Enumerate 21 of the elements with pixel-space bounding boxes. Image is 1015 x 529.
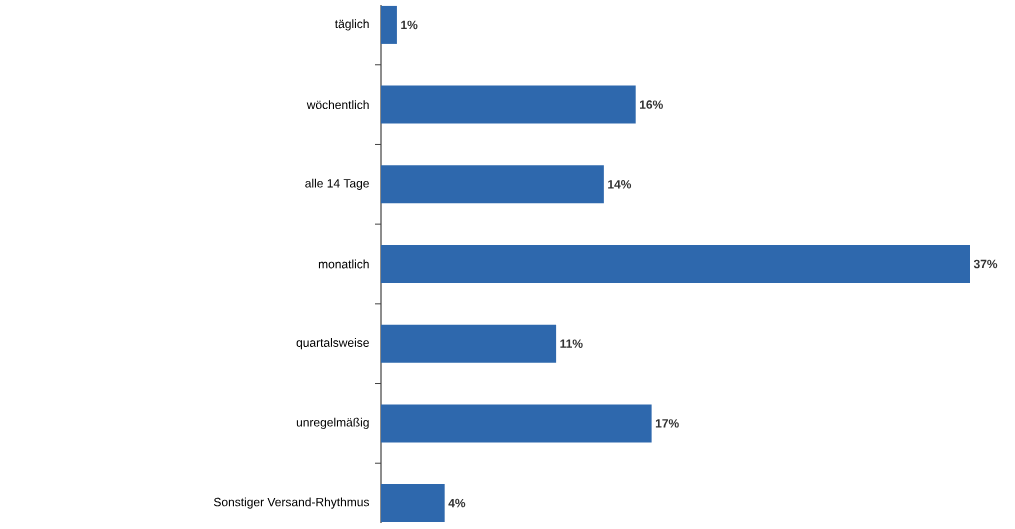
bar bbox=[381, 404, 652, 443]
y-tick-label: unregelmäßig bbox=[296, 417, 369, 429]
data-label: 17% bbox=[655, 419, 679, 428]
y-tick-label: täglich bbox=[334, 19, 369, 31]
y-tick-label: quartalsweise bbox=[296, 338, 369, 350]
bar bbox=[381, 165, 604, 204]
data-label: 14% bbox=[608, 180, 632, 189]
y-tick-label: wöchentlich bbox=[306, 100, 369, 110]
bar bbox=[381, 5, 397, 44]
y-tick-label: monatlich bbox=[318, 259, 369, 269]
data-label: 16% bbox=[639, 100, 663, 109]
data-label: 4% bbox=[448, 498, 466, 508]
y-tick-label: alle 14 Tage bbox=[305, 178, 369, 190]
bar bbox=[381, 85, 636, 124]
data-label: 11% bbox=[560, 339, 583, 348]
bar bbox=[381, 324, 557, 363]
data-label: 1% bbox=[401, 20, 418, 30]
y-tick-label: Sonstiger Versand-Rhythmus bbox=[213, 497, 370, 509]
bar bbox=[381, 245, 970, 283]
data-label: 37% bbox=[973, 259, 998, 269]
bar bbox=[381, 484, 445, 523]
